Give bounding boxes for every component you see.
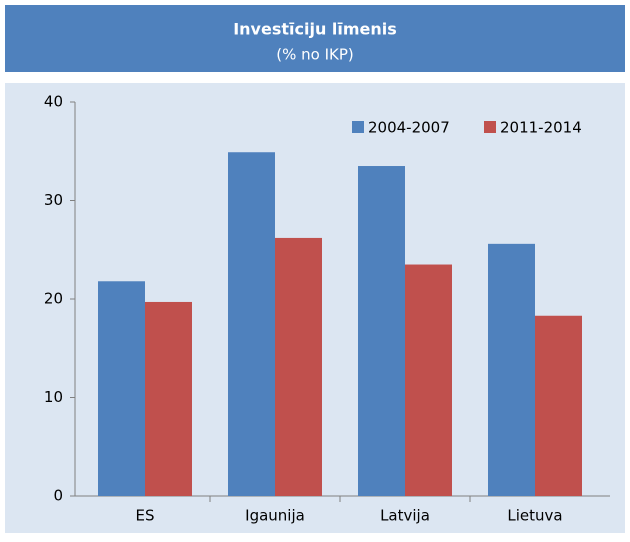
x-tick-label: Latvija	[380, 507, 430, 525]
legend-label: 2011-2014	[500, 119, 582, 137]
bar	[145, 301, 192, 496]
y-tick-label: 40	[44, 93, 63, 111]
bar	[535, 315, 582, 496]
chart-subtitle: (% no IKP)	[276, 46, 353, 64]
y-tick-label: 0	[53, 487, 63, 505]
x-tick-label: Lietuva	[507, 507, 562, 525]
y-tick-label: 10	[44, 388, 63, 406]
x-tick-label: ES	[136, 507, 155, 525]
y-tick-label: 30	[44, 191, 63, 209]
chart-title: Investīciju līmenis	[233, 20, 397, 39]
legend-label: 2004-2007	[368, 119, 450, 137]
bar	[405, 264, 452, 496]
bar	[98, 281, 145, 496]
header-band	[5, 5, 625, 72]
bar	[275, 237, 322, 496]
bar	[228, 152, 275, 497]
x-tick-label: Igaunija	[245, 507, 305, 525]
legend-swatch	[352, 121, 364, 133]
y-tick-label: 20	[44, 290, 63, 308]
bar	[488, 243, 535, 496]
legend-swatch	[484, 121, 496, 133]
bar	[358, 166, 405, 496]
